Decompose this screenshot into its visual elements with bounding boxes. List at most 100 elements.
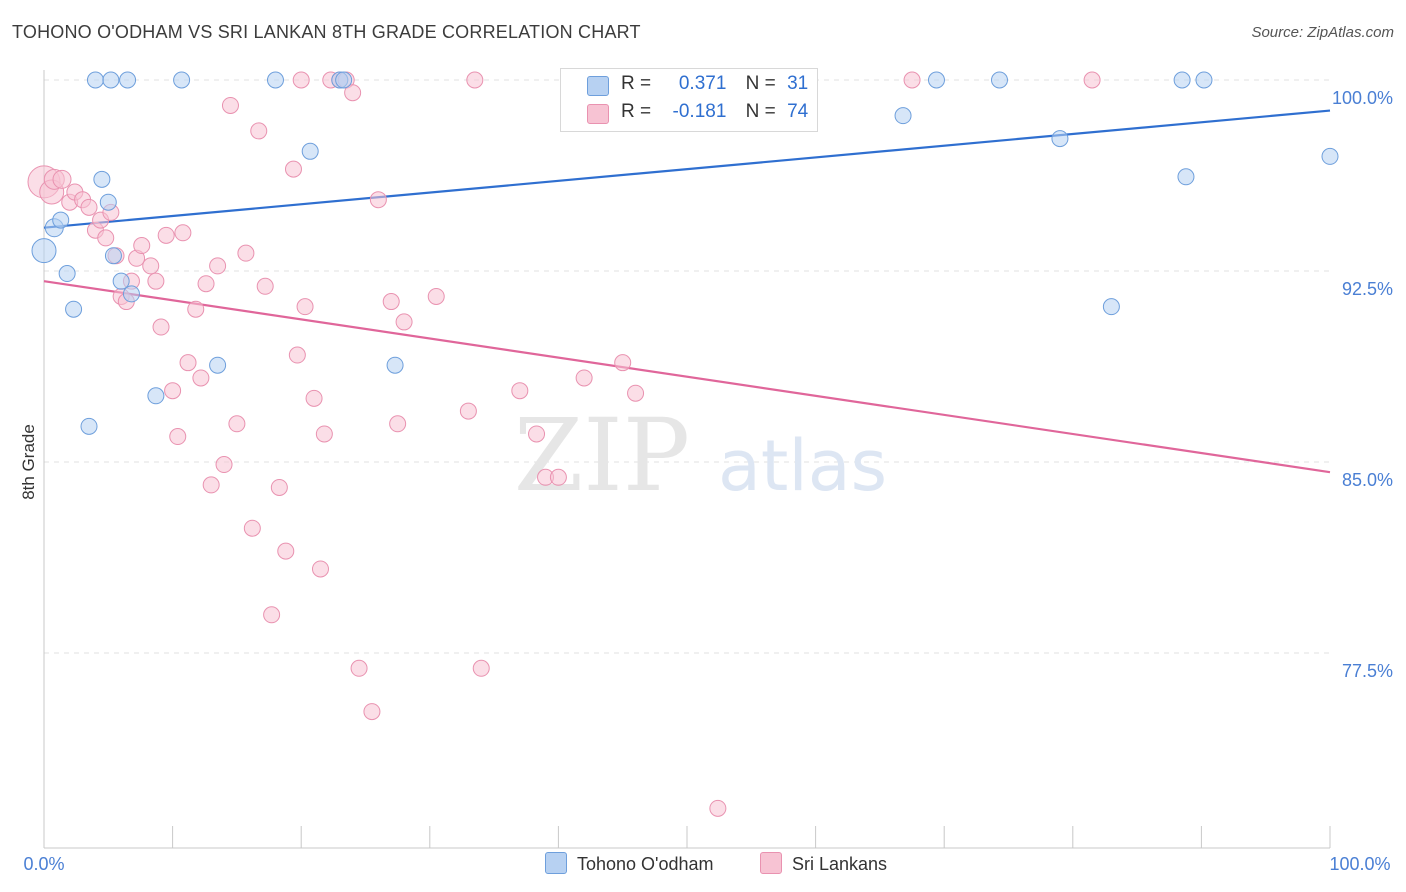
legend-item-tohono[interactable]: Tohono O'odham [545,852,714,875]
x-tick-label-min: 0.0% [23,854,64,874]
tohono-point [1195,71,1213,89]
sri-lankans-point [277,542,295,560]
stats-legend: R = 0.371 N = 31 R = -0.181 N = 74 [560,68,818,132]
sri-lankans-point [263,606,281,624]
tohono-point [99,193,117,211]
sri-lankans-point [709,799,727,817]
sri-lankans-point [1083,71,1101,89]
sri-lankans-point [202,476,220,494]
tohono-point [147,387,165,405]
tohono-point [1102,298,1120,316]
tohono-point [86,71,104,89]
x-axis-ticks [43,826,1331,848]
sri-lankans-point [363,703,381,721]
sri-lankans-points [27,71,1101,817]
sri-lankans-point [152,318,170,336]
sri-lankans-point [237,244,255,262]
tohono-point [1321,147,1339,165]
sri-lankans-point [459,402,477,420]
legend-item-sri-lankans[interactable]: Sri Lankans [760,852,887,875]
sri-lankans-point [315,425,333,443]
sri-lankans-point [215,456,233,474]
sri-lankans-point [142,257,160,275]
sri-lankans-point [627,384,645,402]
sri-lankans-point [575,369,593,387]
legend-swatch-blue [545,852,567,874]
y-tick-label: 100.0% [1332,88,1393,108]
tohono-point [102,71,120,89]
sri-lankans-point [221,96,239,114]
sri-lankans-point [243,519,261,537]
tohono-point [173,71,191,89]
sri-lankans-point [284,160,302,178]
watermark: ZIP atlas [514,397,887,514]
legend-label-sri-lankans: Sri Lankans [792,854,888,874]
legend-swatch-blue [587,76,609,96]
sri-lankans-point [97,229,115,247]
tohono-point [80,417,98,435]
legend-n-value: 31 [787,73,809,94]
tohono-point [1173,71,1191,89]
sri-lankans-point [52,169,72,189]
sri-lankans-point [174,224,192,242]
tohono-point [52,211,70,229]
y-tick-label: 77.5% [1342,661,1393,681]
sri-lankans-point [382,293,400,311]
legend-n-label: N = [745,101,776,122]
tohono-point [112,272,130,290]
sri-lankans-point [250,122,268,140]
sri-lankans-point [344,84,362,102]
sri-lankans-point [296,298,314,316]
y-axis-tick-labels: 100.0% 92.5% 85.0% 77.5% [1332,88,1393,681]
legend-swatch-pink [760,852,782,874]
x-tick-label-max: 100.0% [1329,854,1390,874]
tohono-point [119,71,137,89]
sri-lankans-point [157,226,175,244]
sri-lankans-point [903,71,921,89]
tohono-point [31,238,57,264]
chart-title: TOHONO O'ODHAM VS SRI LANKAN 8TH GRADE C… [12,22,641,42]
sri-lankans-point [133,237,151,255]
legend-n-value: 74 [787,101,809,122]
tohono-point [122,285,140,303]
sri-lankans-point [369,191,387,209]
trend-lines [43,109,1331,474]
sri-lankans-point [427,287,445,305]
sri-lankans-point [179,354,197,372]
sri-lankans-point [192,369,210,387]
sri-lankans-point [472,659,490,677]
sri-lankans-point [209,257,227,275]
tohono-point [1177,168,1195,186]
sri-lankans-point [288,346,306,364]
sri-lankans-point [256,277,274,295]
tohono-point [58,265,76,283]
tohono-point [266,71,284,89]
y-axis-title: 8th Grade [19,424,38,500]
watermark-zip: ZIP [514,397,690,514]
sri-lankans-point [305,389,323,407]
sri-lankans-point [187,300,205,318]
tohono-point [894,107,912,125]
chart-source: Source: ZipAtlas.com [1251,24,1394,41]
tohono-point [209,356,227,374]
y-tick-label: 85.0% [1342,470,1393,490]
sri-lankans-point [395,313,413,331]
grid-lines [44,79,1330,654]
tohono-point [301,142,319,160]
tohono-point [335,71,353,89]
sri-lankans-point [549,468,567,486]
tohono-point [1051,130,1069,148]
series-legend: Tohono O'odham Sri Lankans [0,852,1406,878]
legend-label-tohono: Tohono O'odham [577,854,714,874]
legend-r-value: 0.371 [678,73,727,94]
sri-lankans-point [228,415,246,433]
y-tick-label: 92.5% [1342,279,1393,299]
sri-lankans-point [614,354,632,372]
tohono-point [104,247,122,265]
sri-lankans-point [147,272,165,290]
sri-lankans-point [311,560,329,578]
sri-lankans-point [164,382,182,400]
tohono-point [990,71,1008,89]
sri-lankans-point [350,659,368,677]
